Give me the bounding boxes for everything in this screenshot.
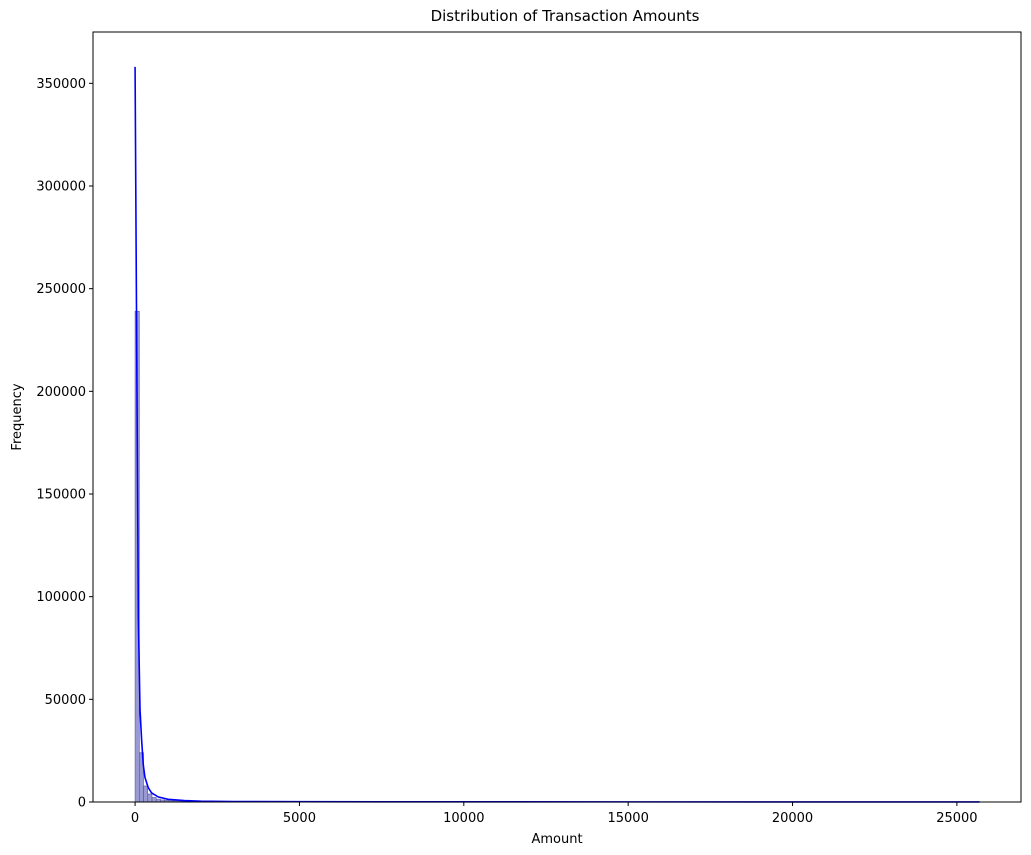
x-tick-label: 10000 bbox=[443, 811, 484, 826]
histogram-bar bbox=[143, 785, 149, 803]
histogram-bar bbox=[147, 793, 153, 803]
histogram-bars bbox=[134, 310, 263, 803]
x-axis: 0 5000 10000 15000 20000 25000 bbox=[131, 802, 978, 826]
kde-curve bbox=[134, 66, 980, 803]
y-axis: 0 50000 100000 150000 200000 250000 300000 3500… bbox=[36, 77, 93, 811]
x-tick-label: 5000 bbox=[283, 811, 316, 826]
chart-title: Distribution of Transaction Amounts bbox=[431, 7, 700, 25]
y-tick-label: 200000 bbox=[36, 385, 86, 400]
y-tick-label: 0 bbox=[78, 796, 86, 811]
y-tick-label: 350000 bbox=[36, 77, 86, 92]
plot-frame bbox=[92, 31, 1022, 803]
x-tick-label: 25000 bbox=[936, 811, 977, 826]
x-tick-label: 0 bbox=[131, 811, 139, 826]
x-tick-label: 20000 bbox=[772, 811, 813, 826]
histogram-bar bbox=[151, 797, 157, 803]
kde-line bbox=[134, 66, 980, 803]
y-tick-label: 150000 bbox=[36, 488, 86, 503]
x-axis-label: Amount bbox=[531, 832, 582, 847]
y-axis-label: Frequency bbox=[10, 383, 25, 450]
y-tick-label: 100000 bbox=[36, 590, 86, 605]
y-tick-label: 50000 bbox=[45, 693, 86, 708]
y-tick-label: 250000 bbox=[36, 282, 86, 297]
x-tick-label: 15000 bbox=[607, 811, 648, 826]
y-tick-label: 300000 bbox=[36, 180, 86, 195]
